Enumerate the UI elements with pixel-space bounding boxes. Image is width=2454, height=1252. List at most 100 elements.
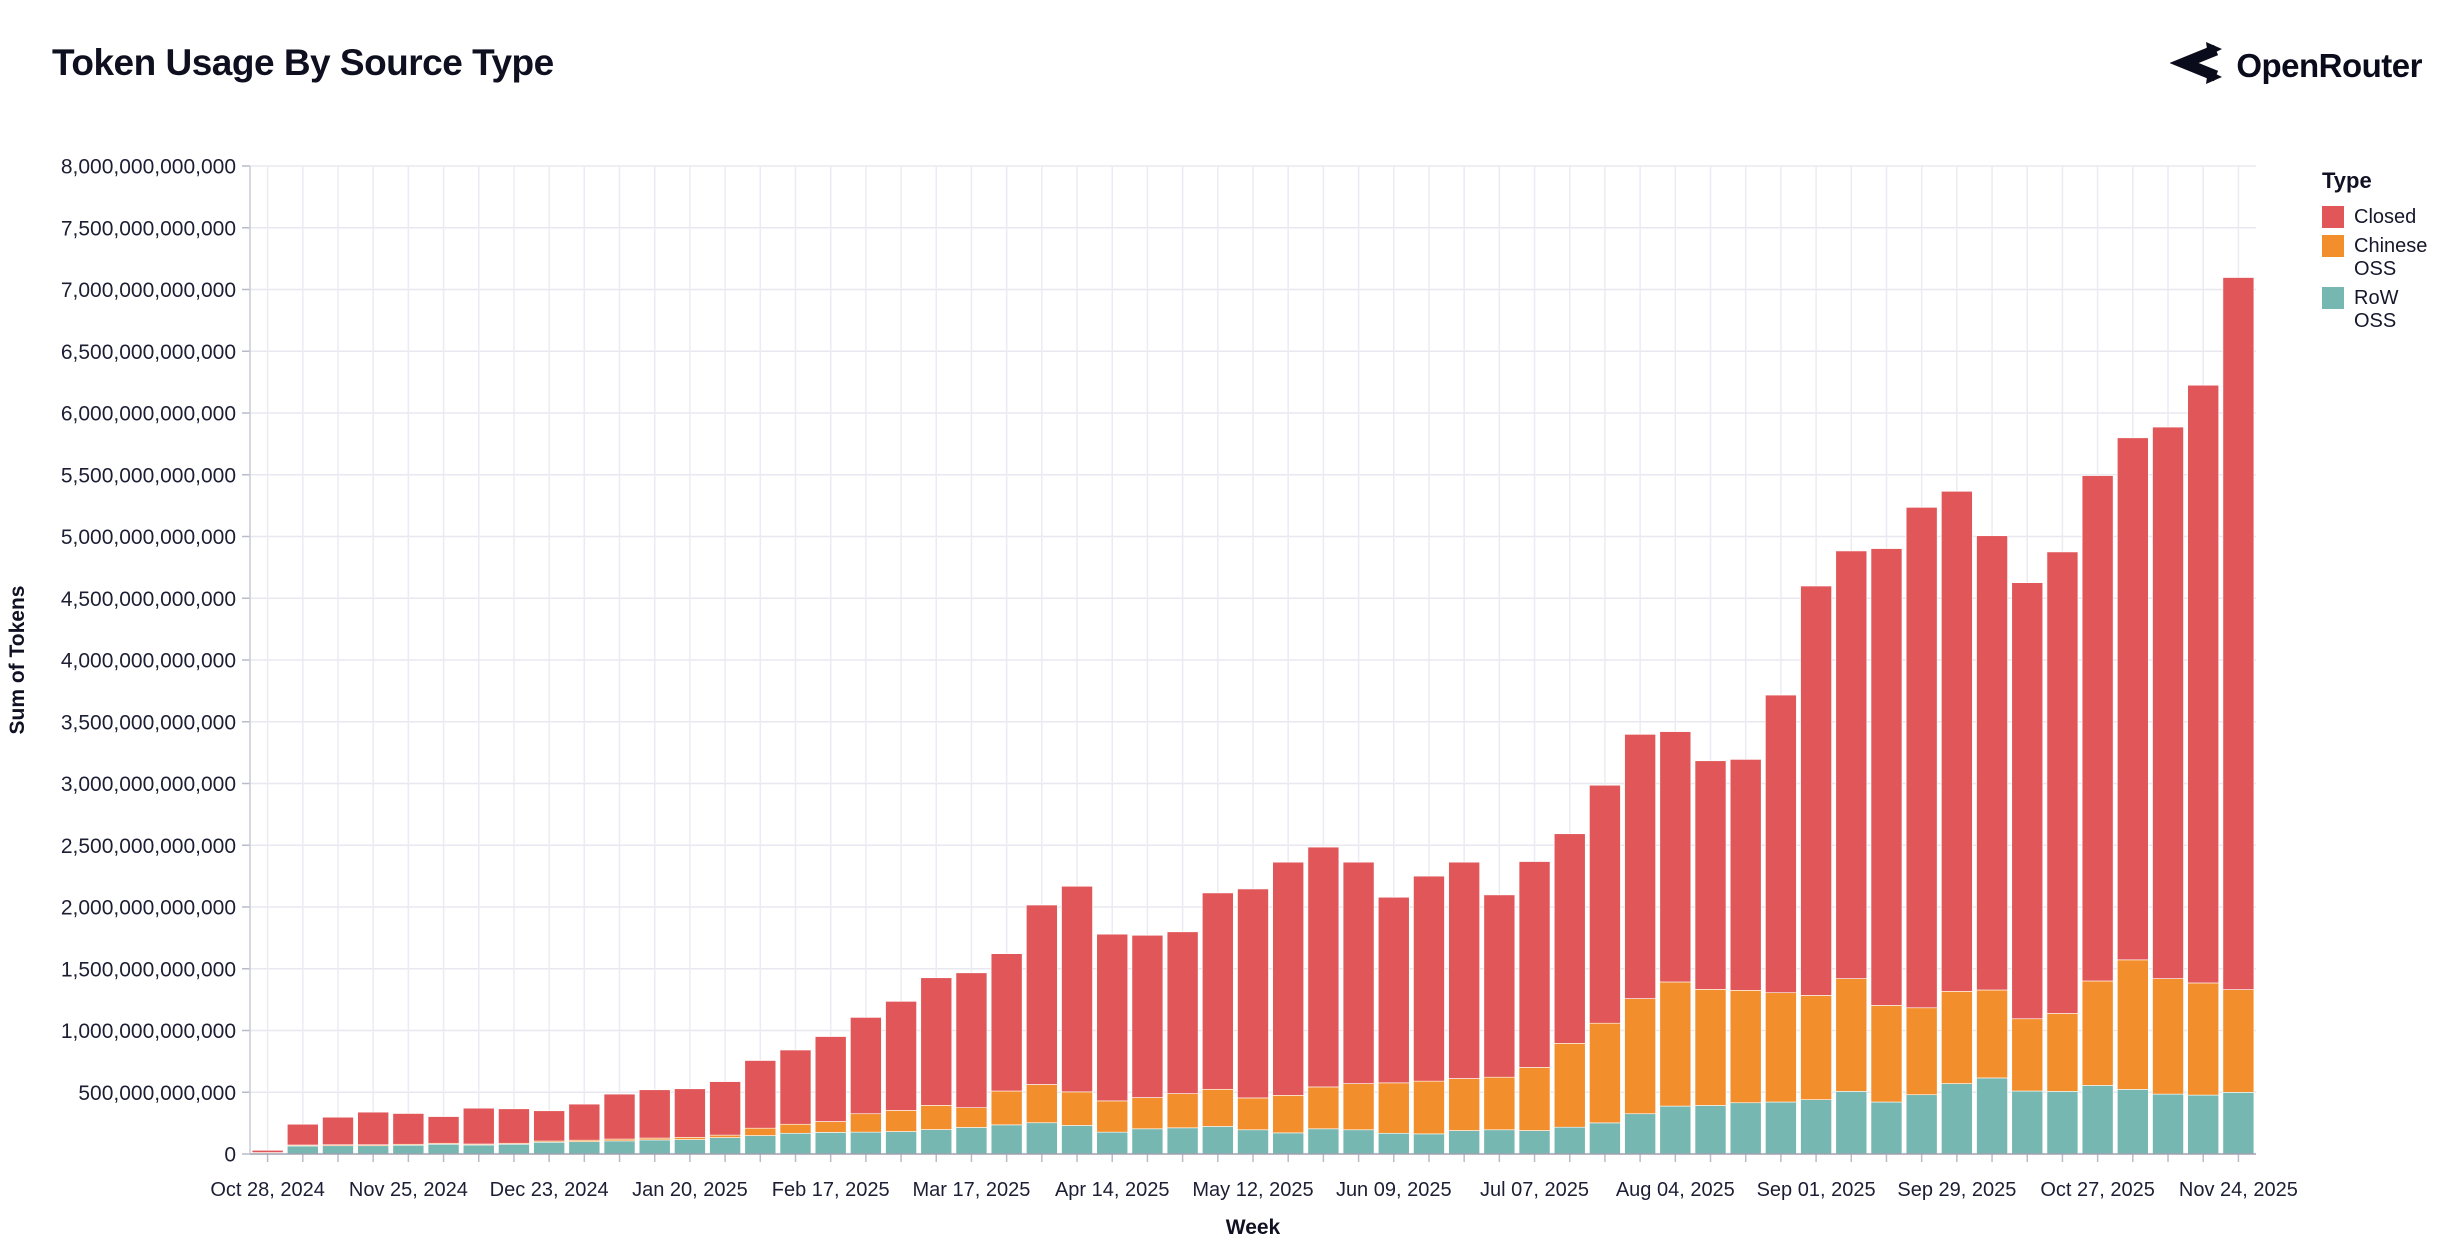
- bar-segment-row-oss[interactable]: [1553, 1126, 1586, 1155]
- bar-segment-closed[interactable]: [498, 1108, 530, 1144]
- bar-segment-chinese-oss[interactable]: [2187, 982, 2220, 1096]
- bar-segment-row-oss[interactable]: [357, 1145, 389, 1155]
- bar-segment-row-oss[interactable]: [392, 1144, 425, 1155]
- bar-segment-closed[interactable]: [2081, 475, 2114, 982]
- bar-segment-closed[interactable]: [322, 1116, 354, 1146]
- bar-segment-closed[interactable]: [779, 1049, 812, 1125]
- bar-segment-row-oss[interactable]: [814, 1132, 847, 1155]
- bar-segment-closed[interactable]: [462, 1107, 495, 1145]
- bar-segment-row-oss[interactable]: [744, 1135, 777, 1155]
- bar-segment-closed[interactable]: [2011, 582, 2044, 1020]
- bar-segment-row-oss[interactable]: [709, 1137, 741, 1155]
- bar-segment-chinese-oss[interactable]: [709, 1134, 741, 1138]
- bar-segment-chinese-oss[interactable]: [1800, 995, 1832, 1100]
- bar-segment-chinese-oss[interactable]: [1905, 1007, 1938, 1096]
- bar-segment-row-oss[interactable]: [638, 1139, 671, 1155]
- bar-segment-closed[interactable]: [1941, 490, 1973, 992]
- bar-segment-row-oss[interactable]: [920, 1129, 953, 1155]
- bar-segment-chinese-oss[interactable]: [1976, 989, 2008, 1079]
- bar-segment-chinese-oss[interactable]: [1202, 1088, 1234, 1127]
- bar-segment-chinese-oss[interactable]: [2046, 1013, 2079, 1092]
- bar-segment-chinese-oss[interactable]: [885, 1110, 917, 1132]
- bar-segment-closed[interactable]: [2046, 551, 2079, 1014]
- bar-segment-chinese-oss[interactable]: [2152, 978, 2184, 1095]
- bar-segment-closed[interactable]: [1765, 694, 1797, 994]
- bar-segment-chinese-oss[interactable]: [1624, 998, 1656, 1115]
- bar-segment-chinese-oss[interactable]: [2011, 1018, 2044, 1092]
- bar-segment-closed[interactable]: [2152, 426, 2184, 979]
- bar-segment-row-oss[interactable]: [1166, 1127, 1199, 1155]
- bar-segment-closed[interactable]: [1589, 784, 1621, 1024]
- bar-segment-row-oss[interactable]: [2222, 1092, 2255, 1155]
- bar-segment-chinese-oss[interactable]: [1272, 1095, 1304, 1134]
- bar-segment-chinese-oss[interactable]: [1483, 1076, 1516, 1131]
- bar-segment-closed[interactable]: [990, 953, 1023, 1092]
- bar-segment-closed[interactable]: [1483, 894, 1516, 1078]
- bar-segment-row-oss[interactable]: [2046, 1091, 2079, 1155]
- bar-segment-closed[interactable]: [1729, 759, 1762, 991]
- bar-segment-chinese-oss[interactable]: [1237, 1097, 1269, 1131]
- bar-segment-closed[interactable]: [1307, 846, 1340, 1088]
- bar-segment-closed[interactable]: [709, 1081, 741, 1136]
- bar-segment-row-oss[interactable]: [1061, 1125, 1093, 1155]
- bar-segment-row-oss[interactable]: [2117, 1089, 2149, 1155]
- bar-segment-row-oss[interactable]: [2081, 1085, 2114, 1155]
- bar-segment-closed[interactable]: [2187, 384, 2220, 984]
- bar-segment-row-oss[interactable]: [1905, 1094, 1938, 1155]
- bar-segment-closed[interactable]: [2222, 277, 2255, 990]
- bar-segment-row-oss[interactable]: [674, 1139, 706, 1155]
- bar-segment-chinese-oss[interactable]: [990, 1090, 1023, 1126]
- bar-segment-chinese-oss[interactable]: [1870, 1005, 1903, 1103]
- bar-segment-row-oss[interactable]: [1765, 1101, 1797, 1155]
- bar-segment-closed[interactable]: [1096, 933, 1129, 1102]
- bar-segment-closed[interactable]: [814, 1036, 847, 1122]
- bar-segment-closed[interactable]: [885, 1001, 917, 1111]
- bar-segment-chinese-oss[interactable]: [2081, 980, 2114, 1086]
- bar-segment-row-oss[interactable]: [603, 1140, 636, 1155]
- bar-segment-row-oss[interactable]: [1483, 1129, 1516, 1155]
- bar-segment-chinese-oss[interactable]: [1061, 1091, 1093, 1126]
- bar-segment-row-oss[interactable]: [1835, 1091, 1868, 1155]
- bar-segment-closed[interactable]: [1377, 896, 1410, 1084]
- bar-segment-row-oss[interactable]: [1518, 1130, 1551, 1155]
- bar-segment-closed[interactable]: [1272, 861, 1304, 1096]
- bar-segment-closed[interactable]: [1237, 888, 1269, 1099]
- bar-segment-chinese-oss[interactable]: [1131, 1097, 1164, 1130]
- bar-segment-closed[interactable]: [357, 1111, 389, 1146]
- bar-segment-closed[interactable]: [1518, 861, 1551, 1068]
- bar-segment-row-oss[interactable]: [1800, 1099, 1832, 1155]
- bar-segment-closed[interactable]: [603, 1093, 636, 1140]
- bar-segment-row-oss[interactable]: [779, 1132, 812, 1155]
- bar-segment-chinese-oss[interactable]: [2222, 989, 2255, 1093]
- bar-segment-closed[interactable]: [286, 1123, 319, 1146]
- bar-segment-chinese-oss[interactable]: [779, 1123, 812, 1134]
- bar-segment-row-oss[interactable]: [1202, 1126, 1234, 1155]
- bar-segment-row-oss[interactable]: [286, 1145, 319, 1155]
- bar-segment-closed[interactable]: [1976, 535, 2008, 991]
- bar-segment-closed[interactable]: [2117, 437, 2149, 961]
- bar-segment-row-oss[interactable]: [533, 1141, 565, 1155]
- bar-segment-row-oss[interactable]: [1131, 1128, 1164, 1155]
- bar-segment-closed[interactable]: [850, 1017, 882, 1115]
- bar-segment-chinese-oss[interactable]: [1694, 989, 1727, 1106]
- bar-segment-closed[interactable]: [1342, 861, 1375, 1084]
- bar-segment-chinese-oss[interactable]: [1026, 1084, 1058, 1124]
- bar-segment-row-oss[interactable]: [1413, 1133, 1445, 1155]
- bar-segment-chinese-oss[interactable]: [920, 1105, 953, 1130]
- bar-segment-closed[interactable]: [1413, 875, 1445, 1082]
- bar-segment-closed[interactable]: [1835, 550, 1868, 979]
- bar-segment-closed[interactable]: [1905, 507, 1938, 1009]
- bar-segment-closed[interactable]: [1166, 931, 1199, 1094]
- bar-segment-closed[interactable]: [1026, 904, 1058, 1085]
- bar-segment-closed[interactable]: [1448, 861, 1480, 1079]
- bar-segment-row-oss[interactable]: [2011, 1090, 2044, 1155]
- bar-segment-row-oss[interactable]: [955, 1127, 988, 1155]
- bar-segment-closed[interactable]: [1659, 731, 1692, 983]
- bar-segment-closed[interactable]: [674, 1088, 706, 1138]
- bar-segment-row-oss[interactable]: [498, 1143, 530, 1155]
- bar-segment-row-oss[interactable]: [990, 1124, 1023, 1155]
- bar-segment-chinese-oss[interactable]: [1166, 1093, 1199, 1129]
- bar-segment-closed[interactable]: [1870, 548, 1903, 1006]
- bar-segment-closed[interactable]: [744, 1060, 777, 1129]
- bar-segment-closed[interactable]: [1202, 892, 1234, 1090]
